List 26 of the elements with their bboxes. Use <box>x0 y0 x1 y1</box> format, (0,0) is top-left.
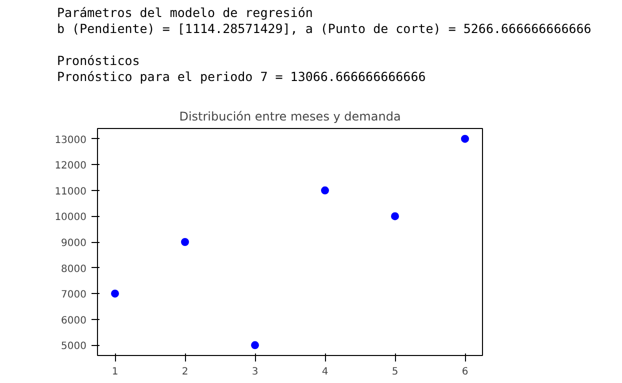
point <box>251 341 259 350</box>
point <box>181 238 189 246</box>
y-tick-label: 6000 <box>61 315 87 326</box>
y-tick-label: 13000 <box>54 134 86 146</box>
y-tick-label: 11000 <box>54 186 86 198</box>
x-tick-label: 3 <box>252 366 258 378</box>
point <box>321 186 329 194</box>
x-tick-label: 5 <box>392 366 398 378</box>
chart-title: Distribución entre meses y demanda <box>179 110 401 124</box>
x-tick-label: 2 <box>182 366 188 378</box>
y-tick-label: 12000 <box>54 160 86 172</box>
text: Parámetros del modelo de regresión <box>57 5 313 20</box>
x-tick-label: 6 <box>462 366 468 378</box>
point <box>111 290 119 298</box>
text: Pronóstico para el periodo 7 = 13066.666666666666 <box>57 69 426 84</box>
y-tick-label: 9000 <box>61 238 87 249</box>
y-tick-label: 7000 <box>61 290 87 301</box>
x-tick-label: 4 <box>322 366 328 378</box>
text: b (Pendiente) = [1114.28571429], a (Punto de corte) = 5266.666666666666 <box>57 21 592 36</box>
point <box>391 212 399 220</box>
y-tick-label: 8000 <box>61 264 87 275</box>
y-tick-label: 10000 <box>54 212 86 224</box>
y-tick-label: 5000 <box>61 341 87 352</box>
text: Pronósticos <box>57 53 140 68</box>
point <box>461 134 469 143</box>
x-tick-label: 1 <box>112 366 118 378</box>
